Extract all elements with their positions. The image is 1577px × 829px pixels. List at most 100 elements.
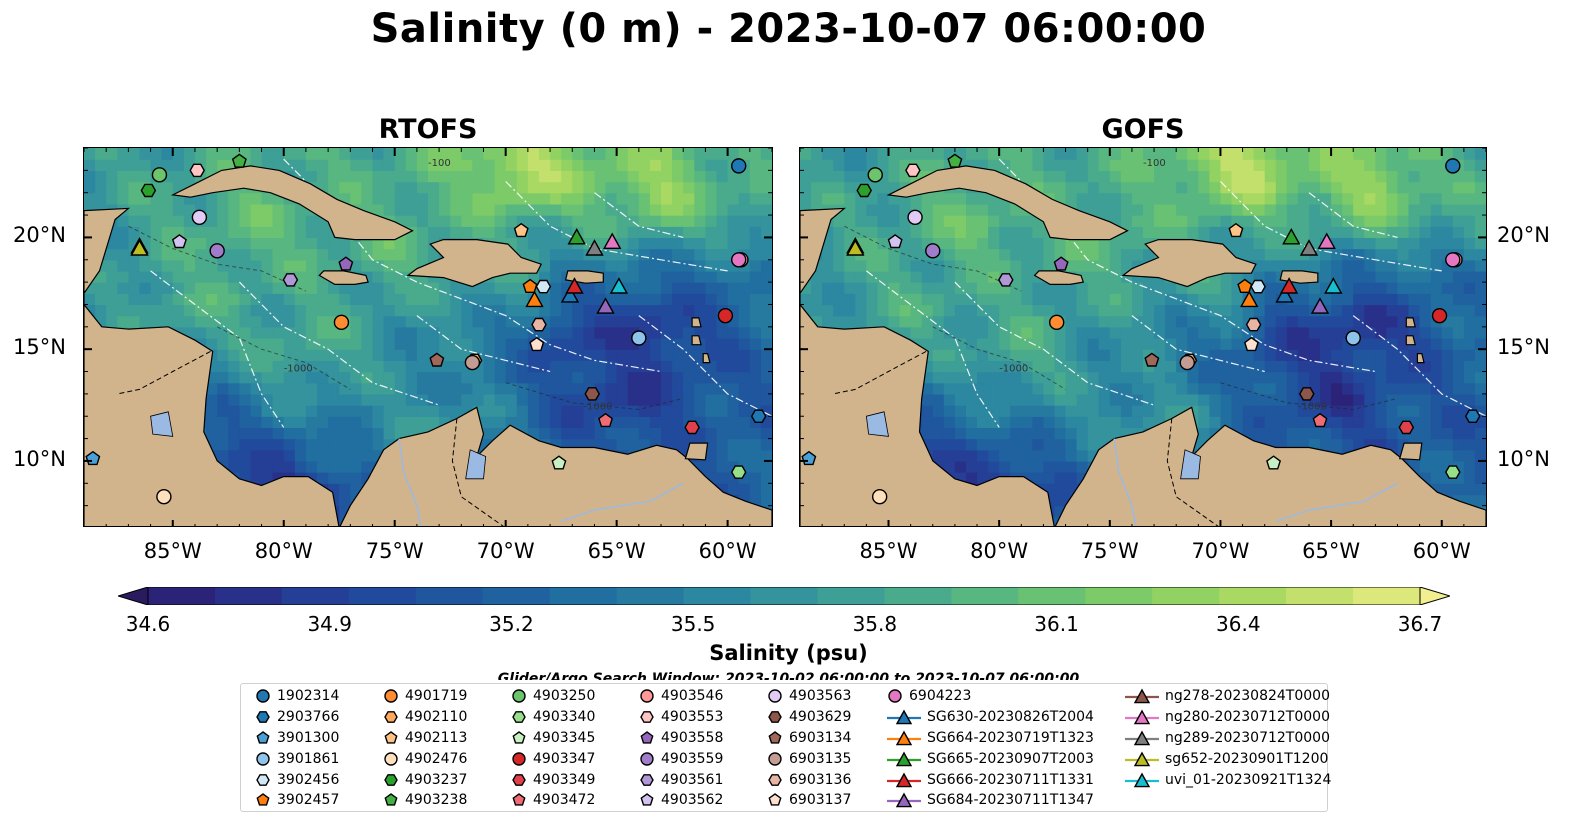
search-window-text: Glider/Argo Search Window: 2023-10-02 06… (497, 671, 1080, 680)
rtofs-marker-6903135 (464, 354, 481, 371)
gofs-marker-ng280-20230712T0000 (1317, 232, 1336, 250)
gofs-marker-4903345 (1266, 455, 1282, 470)
legend-item: 4903472 (511, 790, 595, 811)
rtofs-marker-3902456 (535, 279, 552, 294)
legend-item: 4903347 (511, 748, 595, 769)
circle-marker-icon (640, 752, 654, 766)
colorbar-segment (817, 587, 885, 605)
colorbar-label: Salinity (psu) (709, 641, 868, 665)
triangle-line-marker-icon (1125, 688, 1159, 704)
gofs-marker-4903237 (856, 183, 873, 198)
legend-label: 4903553 (661, 709, 724, 726)
legend-label: 6903134 (789, 729, 852, 746)
colorbar-extend-low (116, 586, 149, 606)
legend-item: 6903136 (767, 769, 851, 790)
rtofs-marker-6903134 (429, 352, 445, 367)
legend-column: 6904223 SG630-20230826T2004 SG664-20230719… (887, 686, 1094, 811)
legend-item: 4903345 (511, 728, 595, 749)
gofs-marker-4903553 (905, 163, 921, 178)
pentagon-marker-icon (640, 793, 654, 806)
colorbar-tick-label: 35.5 (670, 612, 716, 636)
colorbar-tick-label: 34.9 (307, 612, 352, 636)
gofs-x-tick-label: 60°W (1412, 539, 1471, 563)
triangle-line-marker-icon (887, 730, 921, 746)
legend-item: SG684-20230711T1347 (887, 790, 1094, 811)
colorbar-segment (482, 587, 551, 605)
legend-column: ng278-20230824T0000 ng280-20230712T0000 ng… (1125, 686, 1331, 790)
gofs-marker-SG630-20230826T2004 (1275, 286, 1294, 303)
legend-item: ng278-20230824T0000 (1125, 686, 1331, 707)
hexagon-marker-icon (640, 711, 654, 724)
legend-label: 4903546 (661, 688, 724, 705)
rtofs-marker-1902314 (731, 158, 747, 174)
pentagon-marker-icon (256, 793, 270, 806)
rtofs-y-tick-label: 10°N (13, 446, 66, 471)
gofs-marker-4903561 (997, 273, 1014, 287)
rtofs-marker-4903238 (231, 153, 247, 168)
legend-label: 4903250 (533, 688, 596, 705)
colorbar-segment (1219, 587, 1287, 605)
triangle-line-marker-icon (887, 751, 921, 767)
rtofs-marker-SG664-20230719T1323 (525, 290, 544, 308)
colorbar-tick-label: 34.6 (125, 612, 171, 636)
gofs-marker-6903134 (1144, 352, 1160, 367)
legend-item: SG665-20230907T2003 (887, 748, 1094, 769)
rtofs-marker-SG630-20230826T2004 (560, 286, 580, 303)
rtofs-marker-4903561 (282, 273, 299, 287)
gofs-x-tick-label: 85°W (859, 539, 918, 563)
rtofs-marker-4903553 (189, 163, 206, 178)
legend-column: 4903250 4903340 4903345 4903347 4903349 49034… (511, 686, 595, 811)
legend-item: 4903561 (639, 769, 723, 790)
colorbar-segment (884, 587, 952, 605)
colorbar-tick-label: 35.2 (489, 612, 534, 636)
colorbar-segment (1085, 587, 1153, 605)
rtofs-marker-4903345 (551, 455, 567, 470)
gofs-marker-3902456 (1250, 279, 1266, 294)
legend-label: 4903561 (661, 771, 724, 788)
gofs-platform-markers (801, 153, 1481, 505)
colorbar-tick-label: 36.4 (1216, 612, 1261, 636)
rtofs-marker-ng280-20230712T0000 (603, 232, 622, 250)
gofs-x-tick-label: 80°W (970, 539, 1029, 563)
colorbar (116, 586, 1452, 606)
gofs-marker-4903250 (867, 167, 883, 183)
legend-item: 4902110 (383, 707, 467, 728)
rtofs-marker-SG684-20230711T1347 (596, 297, 615, 314)
rtofs-marker-4903563 (191, 209, 208, 225)
gofs-marker-6903136 (1245, 317, 1262, 332)
legend-item: 4903563 (767, 686, 851, 707)
rtofs-map-svg: -1000 -1000 -100 (84, 148, 772, 526)
legend-item: 6903134 (767, 728, 851, 749)
legend-column: 4901719 4902110 4902113 4902476 4903237 49032… (383, 686, 467, 811)
hexagon-marker-icon (256, 711, 270, 724)
gofs-y-tick-label: 10°N (1497, 446, 1550, 471)
legend-label: 4903562 (661, 792, 724, 809)
colorbar-segment (415, 587, 484, 605)
gofs-x-tick-label: 75°W (1080, 539, 1139, 563)
gofs-marker-4903340 (1444, 465, 1461, 479)
gofs-marker-3902457 (1237, 278, 1253, 294)
gofs-marker-6903137 (1243, 336, 1259, 352)
gofs-marker-6904223 (1445, 252, 1461, 268)
gofs-marker-4903559 (925, 243, 941, 259)
legend-label: ng280-20230712T0000 (1165, 709, 1330, 726)
gofs-marker-4903349 (1398, 420, 1415, 435)
circle-marker-icon (512, 689, 526, 704)
legend-item: 4903629 (767, 707, 851, 728)
rtofs-marker-4903562 (171, 234, 187, 249)
legend-item: 4903250 (511, 686, 595, 707)
gofs-contour-label: -1000 (1298, 402, 1327, 413)
map-rtofs: -1000 -1000 -100 (83, 147, 773, 527)
legend-item: 3901300 (255, 728, 339, 749)
rtofs-marker-4903349 (684, 420, 700, 435)
rtofs-x-tick-label: 80°W (254, 539, 313, 563)
legend-label: 4901719 (405, 688, 468, 705)
hexagon-marker-icon (384, 773, 398, 786)
rtofs-x-tick-label: 70°W (476, 539, 535, 563)
legend-column: 4903563 4903629 6903134 6903135 6903136 69031… (767, 686, 851, 811)
circle-marker-icon (768, 752, 782, 766)
legend-label: 6903136 (789, 771, 852, 788)
gofs-marker-3901861 (1345, 330, 1361, 346)
gofs-marker-ng289-20230712T0000 (1299, 239, 1319, 256)
rtofs-marker-3901861 (631, 330, 647, 346)
